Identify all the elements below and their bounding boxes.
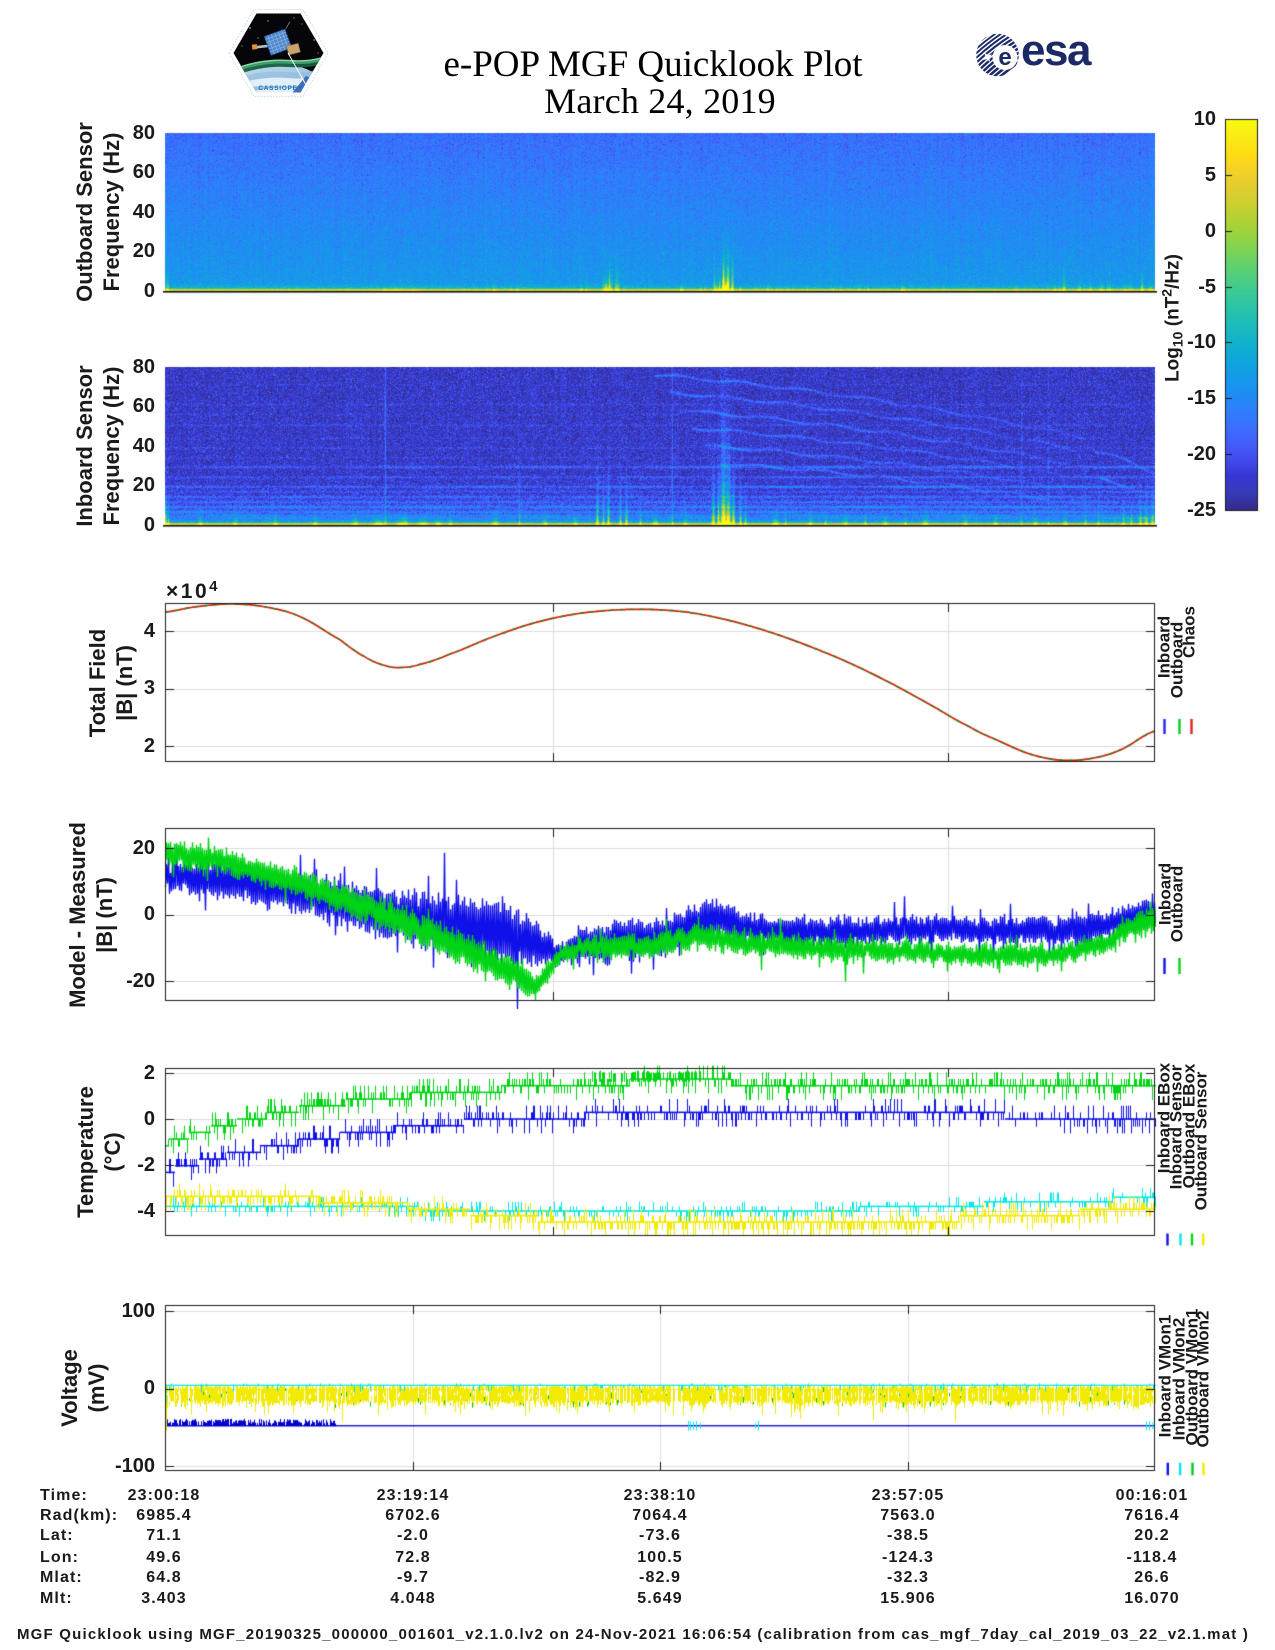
svg-text:e: e xyxy=(998,44,1011,71)
svg-text:esa: esa xyxy=(1021,32,1092,75)
svg-text:CASSIOPE: CASSIOPE xyxy=(258,85,297,92)
